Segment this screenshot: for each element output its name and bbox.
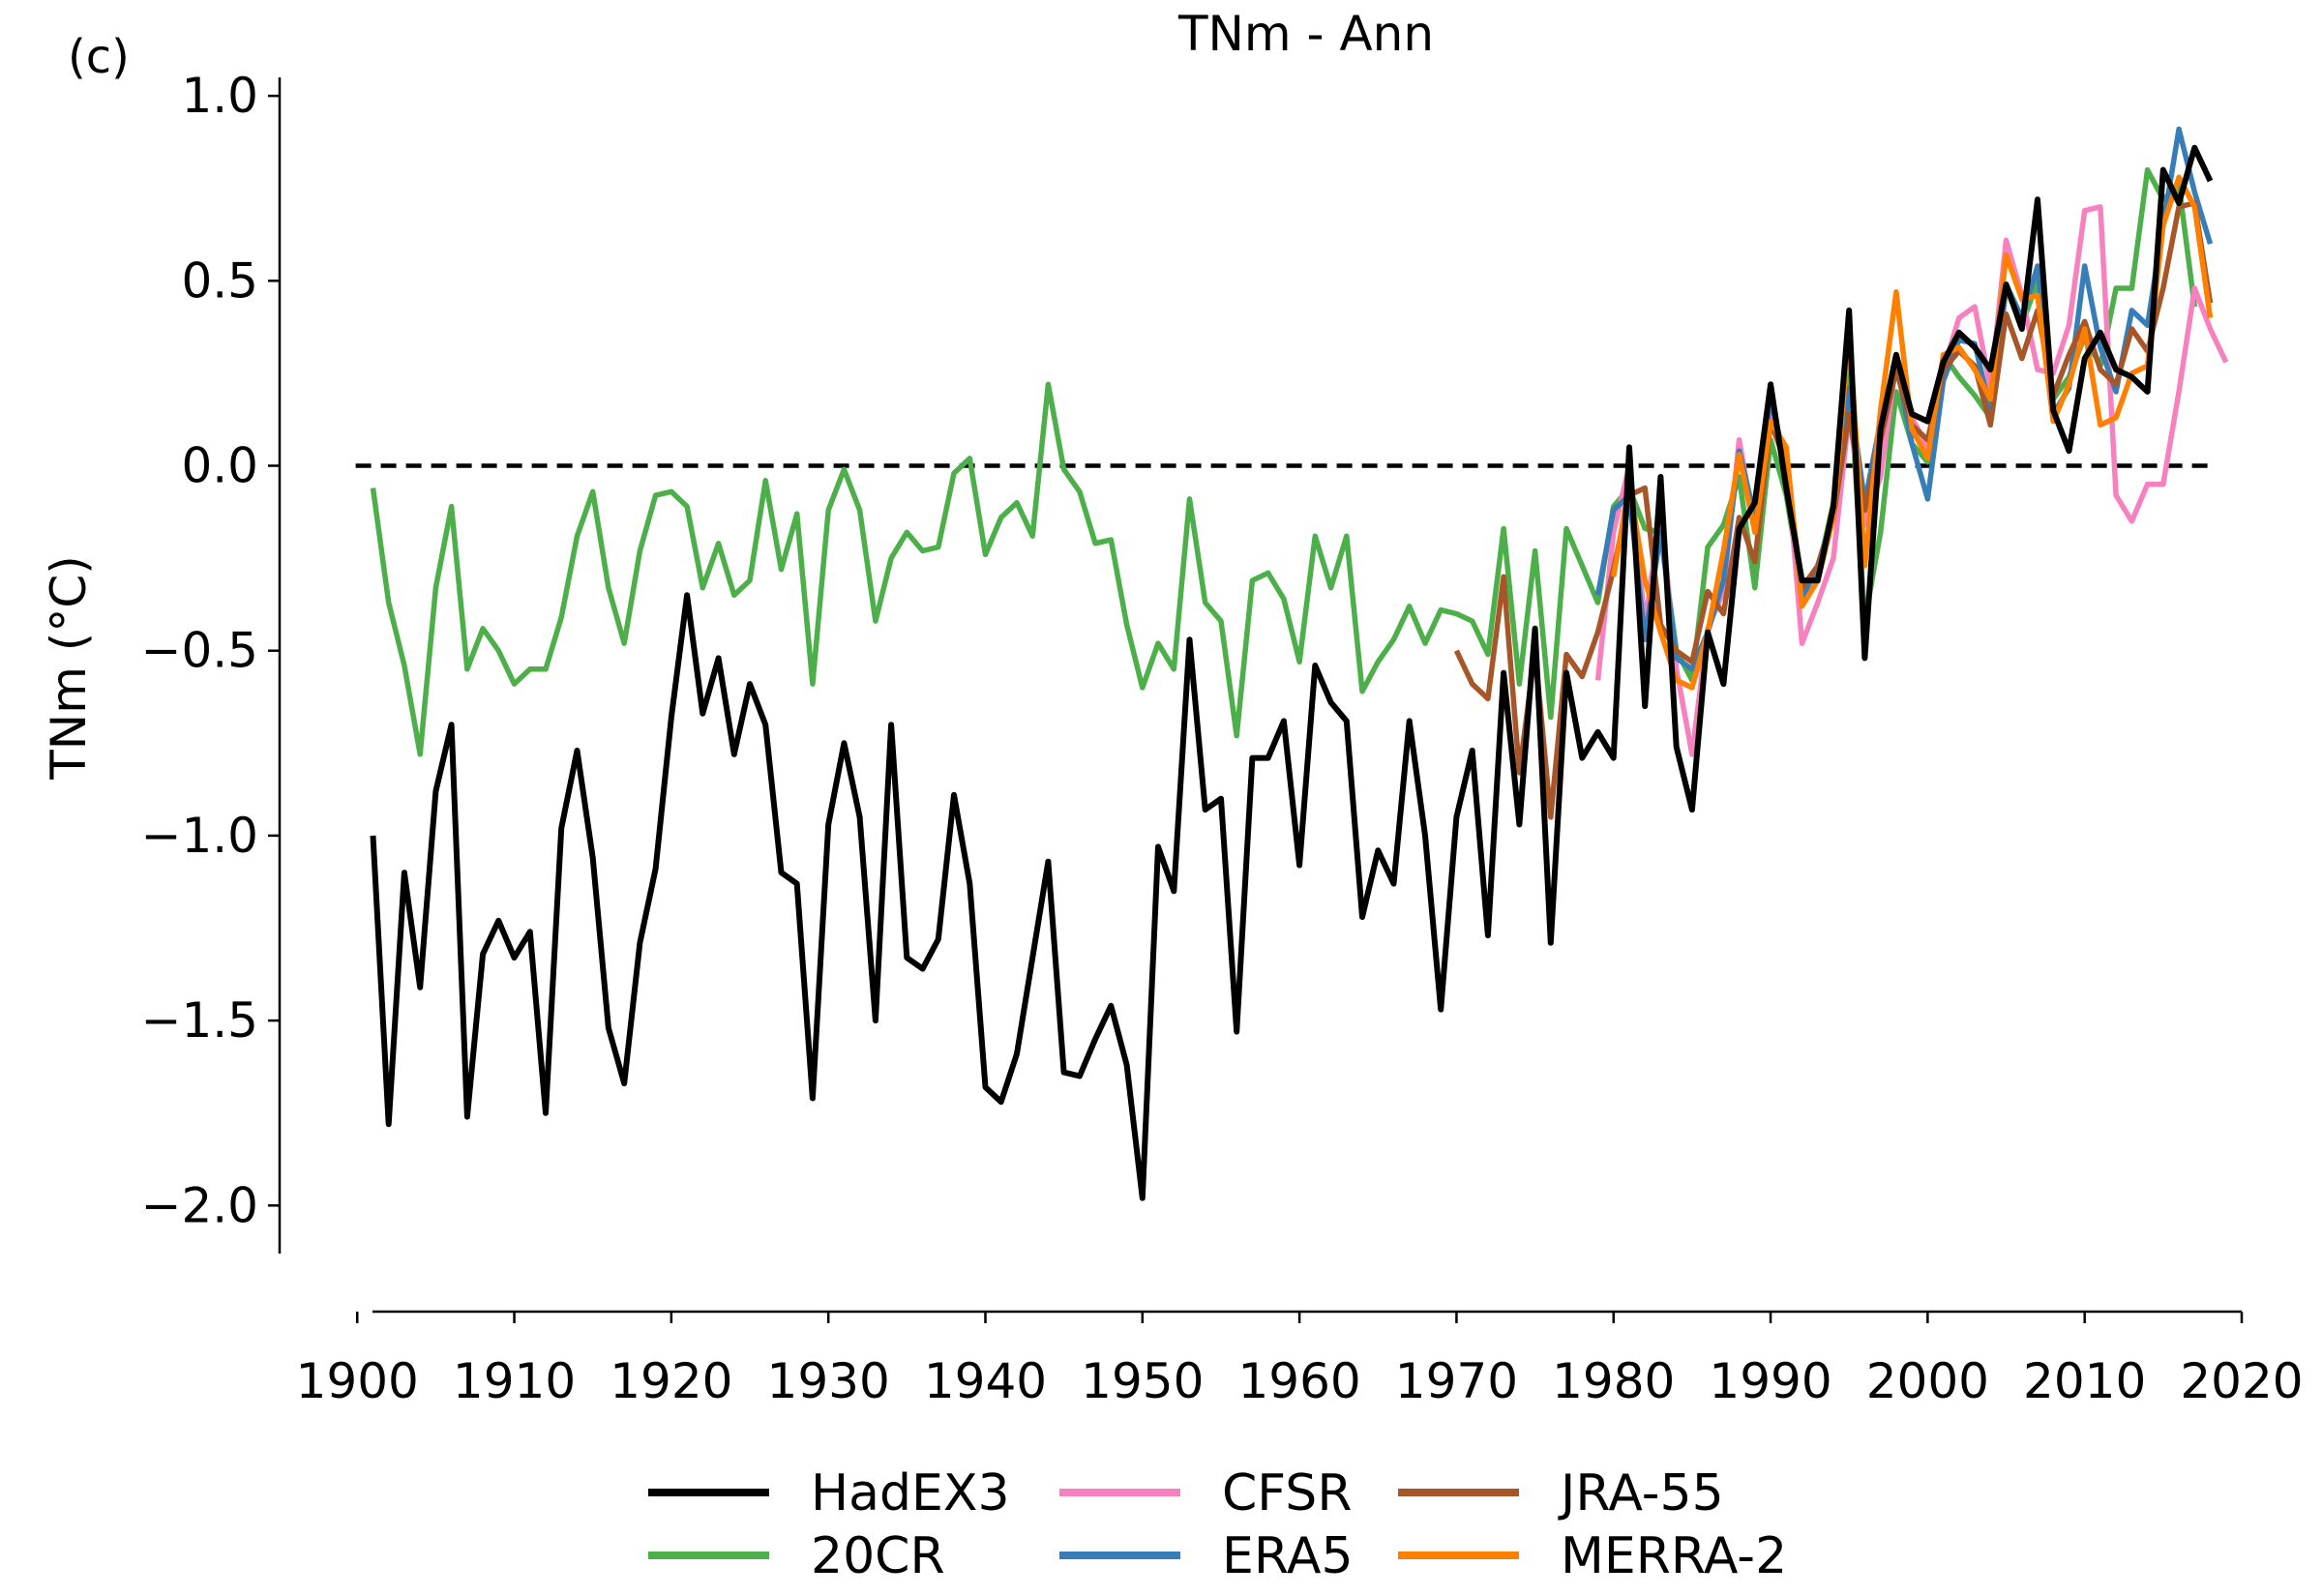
chart-title: TNm - Ann [1177, 6, 1434, 62]
y-tick-label: −0.5 [141, 623, 258, 679]
x-tick-label: 1900 [296, 1353, 419, 1409]
series-line-hadex3 [370, 144, 2214, 1201]
x-tick-label: 1920 [610, 1353, 732, 1409]
legend-label-cfsr: CFSR [1222, 1464, 1352, 1522]
x-tick-label: 1950 [1081, 1353, 1204, 1409]
x-tick-label: 1960 [1237, 1353, 1360, 1409]
x-tick-label: 1940 [924, 1353, 1047, 1409]
legend-label-merra-2: MERRA-2 [1561, 1527, 1787, 1585]
series-line-merra-2 [1610, 174, 2214, 691]
y-tick-label: −1.5 [141, 992, 258, 1049]
y-tick-label: 1.0 [181, 68, 258, 124]
x-tick-label: 1910 [453, 1353, 576, 1409]
x-tick-label: 1970 [1395, 1353, 1518, 1409]
series-line-20cr [370, 166, 2198, 757]
x-tick-label: 1990 [1709, 1353, 1831, 1409]
y-tick-label: 0.0 [181, 438, 258, 494]
legend-label-20cr: 20CR [811, 1527, 945, 1585]
legend-label-era5: ERA5 [1222, 1527, 1354, 1585]
y-ticks: 1.0 0.5 0.0 −0.5 −1.0 −1.5 −2.0 [141, 68, 280, 1233]
x-tick-label: 2010 [2023, 1353, 2146, 1409]
plot-lines [355, 126, 2229, 1201]
y-tick-label: −2.0 [141, 1177, 258, 1233]
legend-label-jra-55: JRA-55 [1558, 1464, 1724, 1522]
x-tick-label: 2000 [1866, 1353, 1989, 1409]
x-tick-label: 1980 [1552, 1353, 1675, 1409]
panel-label: (c) [68, 30, 130, 84]
y-axis-label: TNm (°C) [41, 555, 97, 780]
x-ticks: 1900 1910 1920 1930 1940 1950 1960 1970 1980 1990… [296, 1312, 2304, 1409]
y-tick-label: 0.5 [181, 252, 258, 309]
y-tick-label: −1.0 [141, 808, 258, 864]
x-tick-label: 1930 [767, 1353, 890, 1409]
x-tick-label: 2020 [2180, 1353, 2303, 1409]
legend-label-hadex3: HadEX3 [811, 1464, 1010, 1522]
